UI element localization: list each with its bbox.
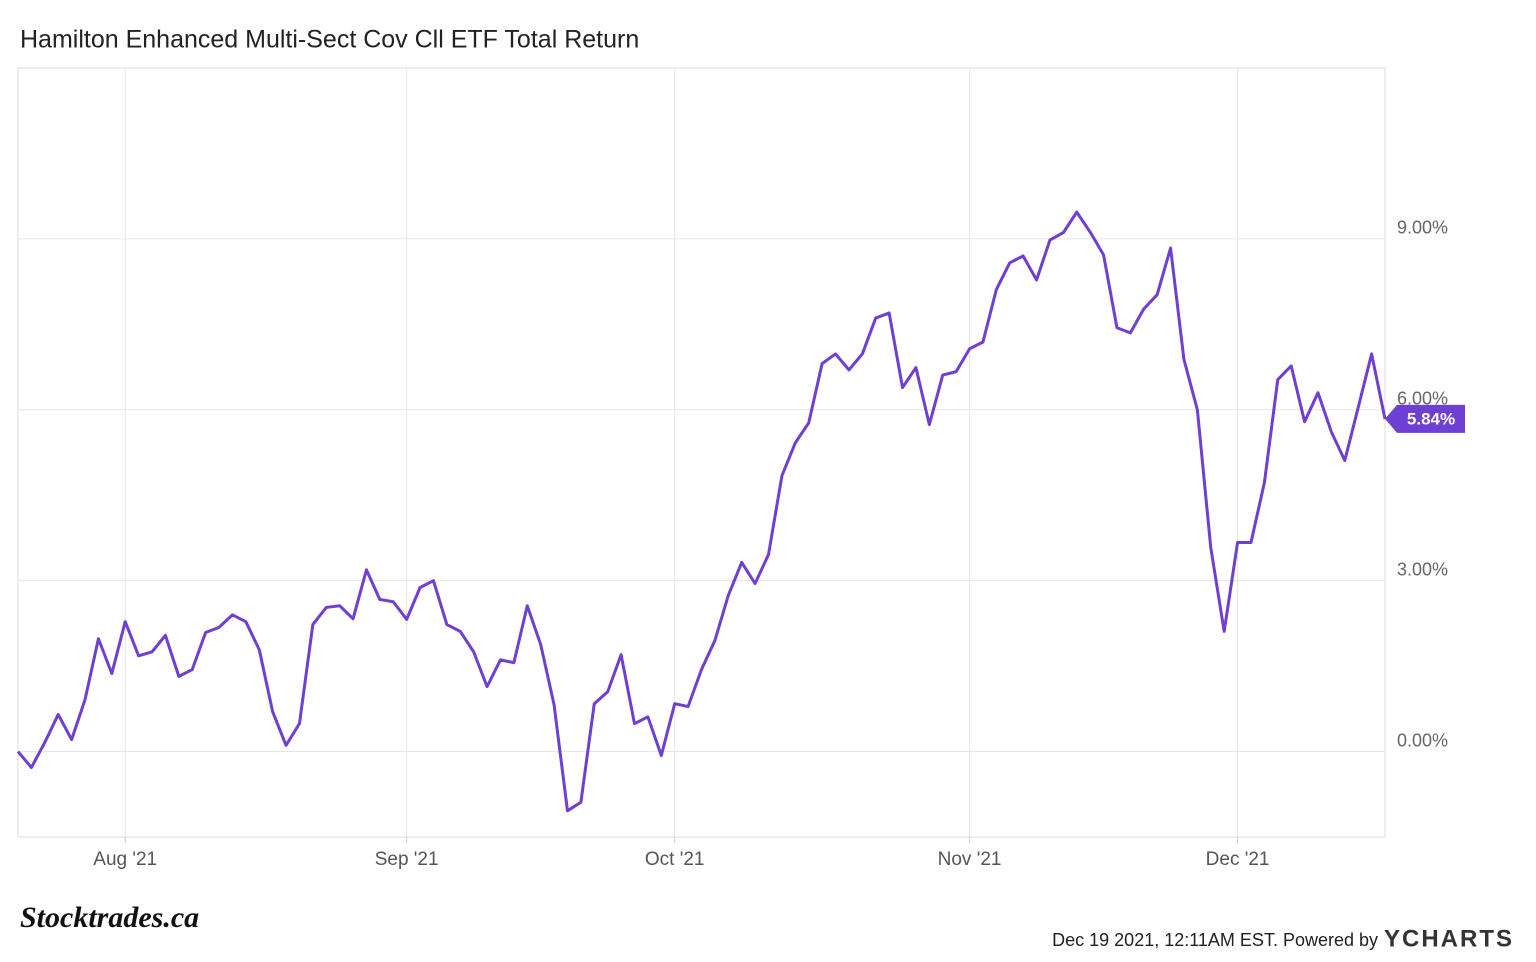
chart-title: Hamilton Enhanced Multi-Sect Cov Cll ETF… [20,26,639,54]
y-tick-label: 0.00% [1397,730,1448,750]
x-tick-label: Dec '21 [1206,849,1270,870]
x-tick-label: Oct '21 [645,849,705,870]
brand-logo: Stocktrades.ca [20,901,199,934]
value-label: 5.84% [1407,409,1455,428]
x-tick-label: Aug '21 [93,849,157,870]
y-tick-label: 9.00% [1397,218,1448,238]
value-badge [1385,404,1465,433]
timestamp: Dec 19 2021, 12:11AM EST. Powered by [1052,930,1378,950]
y-tick-label: 3.00% [1397,559,1448,579]
provider-logo: YCHARTS [1384,925,1514,952]
x-tick-label: Sep '21 [375,849,439,870]
plot-frame [17,67,1386,838]
x-tick-label: Nov '21 [938,849,1002,870]
y-tick-label: 6.00% [1397,389,1448,409]
data-line [16,210,1387,813]
